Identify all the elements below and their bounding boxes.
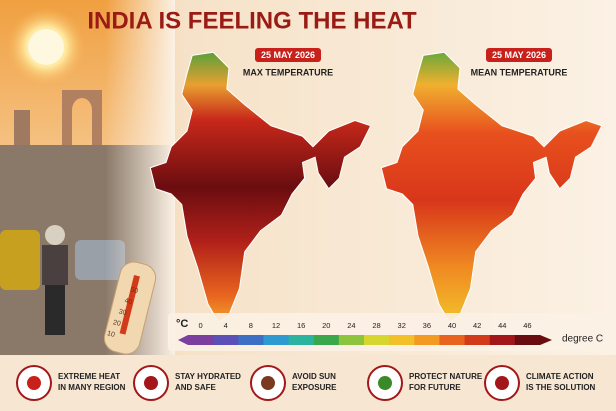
legend-tick: 4	[224, 321, 228, 330]
map-label: MEAN TEMPERATURE	[471, 67, 568, 77]
date-badge	[486, 48, 552, 62]
date-badge	[255, 48, 321, 62]
tip-text: EXTREME HEAT	[58, 372, 120, 381]
legend-swatch	[238, 335, 264, 345]
legend-swatch	[338, 335, 365, 345]
legend-arrow-right	[540, 335, 552, 345]
tip-icon-glyph	[378, 376, 392, 390]
legend-tick: 16	[297, 321, 305, 330]
legend-tick: 40	[448, 321, 456, 330]
legend-swatch	[313, 335, 340, 345]
map-date: 25 MAY 2026	[261, 50, 315, 60]
legend-tick: 32	[398, 321, 406, 330]
photo	[0, 0, 175, 355]
tip-text: IN MANY REGION	[58, 383, 126, 392]
legend-unit: °C	[176, 318, 188, 330]
tip-text: IS THE SOLUTION	[526, 383, 596, 392]
tip-text: EXPOSURE	[292, 383, 337, 392]
tip-text: AND SAFE	[175, 383, 217, 392]
legend-swatch	[288, 335, 315, 345]
map-date: 25 MAY 2026	[492, 50, 546, 60]
legend-swatch	[213, 335, 239, 345]
tip-text: STAY HYDRATED	[175, 372, 241, 381]
legend-box	[168, 313, 608, 351]
legend-tick: 12	[272, 321, 280, 330]
thermometer-label: 10	[106, 330, 115, 339]
thermometer-label: 40	[124, 297, 133, 306]
legend-tick: 20	[322, 321, 330, 330]
tip-text: CLIMATE ACTION	[526, 372, 594, 381]
thermometer-label: 50	[130, 287, 139, 296]
legend-swatch	[439, 335, 466, 345]
legend-tick: 36	[423, 321, 431, 330]
legend-end-label: degree C	[562, 334, 603, 345]
legend-swatch	[389, 335, 415, 345]
legend-tick: 24	[347, 321, 355, 330]
tip-icon-glyph	[261, 376, 275, 390]
tip-icon-glyph	[27, 376, 41, 390]
thermometer-label: 30	[118, 308, 127, 317]
legend-tick: 8	[249, 321, 253, 330]
legend-swatch	[514, 335, 541, 345]
legend-swatch	[464, 335, 491, 345]
legend-tick: 44	[498, 321, 506, 330]
legend-tick: 28	[372, 321, 380, 330]
legend-swatch	[414, 335, 440, 345]
tip-icon-glyph	[495, 376, 509, 390]
title: INDIA IS FEELING THE HEAT	[87, 7, 417, 34]
tip-text: FOR FUTURE	[409, 383, 461, 392]
legend-swatch	[364, 335, 390, 345]
legend-swatch	[188, 335, 214, 345]
legend-tick: 42	[473, 321, 481, 330]
legend-tick: 0	[198, 321, 202, 330]
legend-arrow-left	[178, 335, 188, 345]
legend-swatch	[263, 335, 290, 345]
map-label: MAX TEMPERATURE	[243, 67, 333, 77]
thermometer-label: 20	[112, 319, 121, 328]
legend-swatch	[489, 335, 516, 345]
legend-tick: 46	[523, 321, 531, 330]
tip-text: PROTECT NATURE	[409, 372, 483, 381]
tip-text: AVOID SUN	[292, 372, 336, 381]
tip-icon-glyph	[144, 376, 158, 390]
